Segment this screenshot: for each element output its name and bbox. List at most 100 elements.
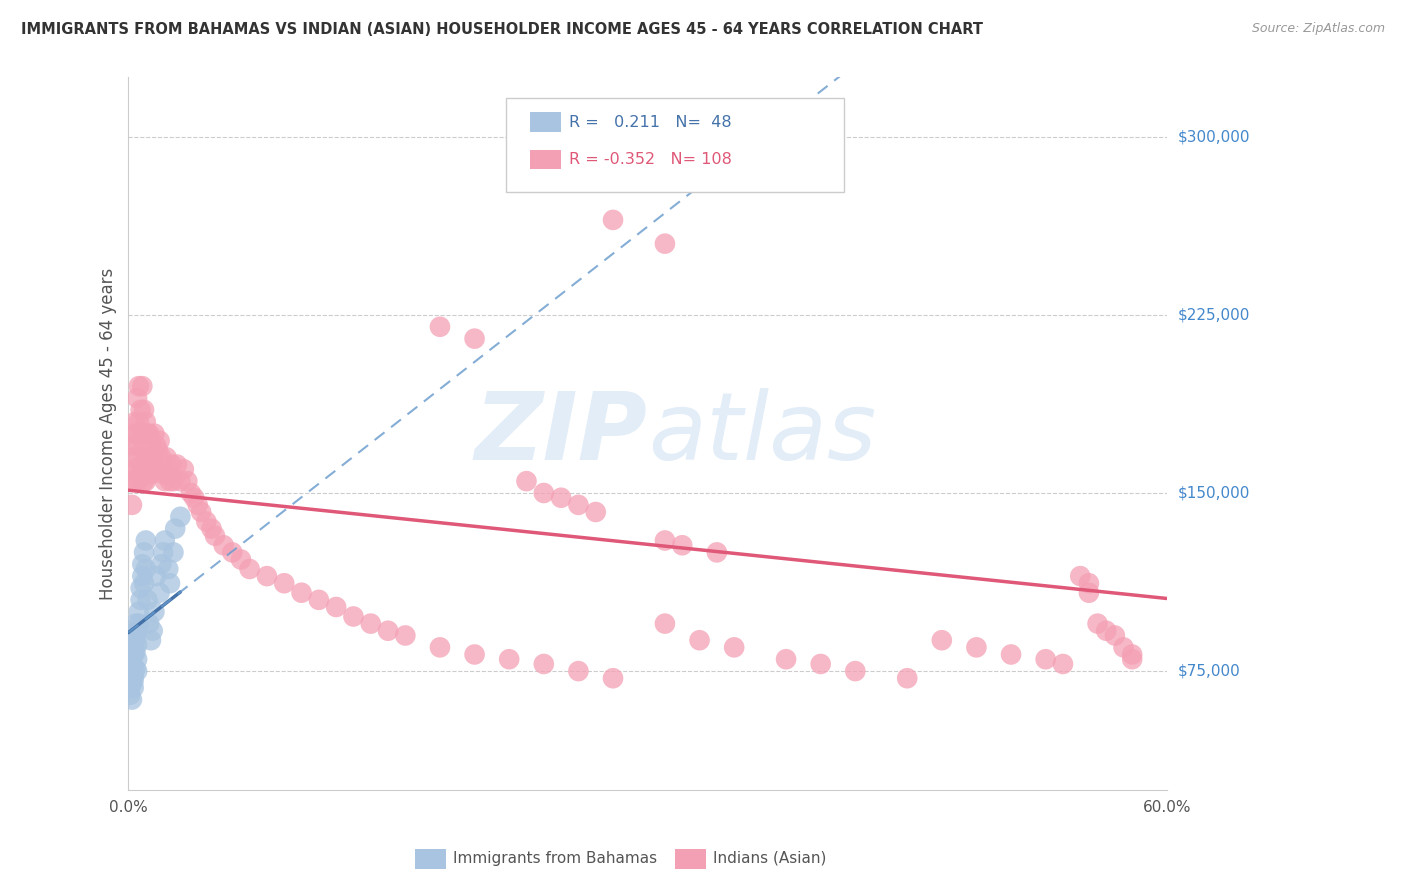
Point xyxy=(515,474,537,488)
Point xyxy=(204,529,226,543)
Point xyxy=(120,681,142,695)
Point xyxy=(121,692,143,706)
Point xyxy=(239,562,262,576)
Point xyxy=(129,581,152,595)
Point xyxy=(162,545,184,559)
Point xyxy=(896,671,918,685)
Point xyxy=(128,450,150,465)
Point xyxy=(132,576,155,591)
Point xyxy=(200,522,222,536)
Point xyxy=(1112,640,1135,655)
Point xyxy=(120,688,142,702)
Point xyxy=(149,434,172,448)
Point xyxy=(146,443,169,458)
Point xyxy=(132,545,155,559)
Point xyxy=(229,552,252,566)
Text: ZIP: ZIP xyxy=(475,388,648,480)
Text: R = -0.352   N= 108: R = -0.352 N= 108 xyxy=(569,153,733,167)
Point xyxy=(931,633,953,648)
Point xyxy=(159,474,181,488)
Point xyxy=(127,391,149,405)
Point xyxy=(157,562,180,576)
Point xyxy=(464,648,486,662)
Point xyxy=(723,640,745,655)
Point xyxy=(121,438,143,452)
Point xyxy=(122,669,145,683)
Point xyxy=(567,498,589,512)
Point xyxy=(121,652,143,666)
Point xyxy=(138,426,160,441)
Point xyxy=(132,474,155,488)
Point xyxy=(173,462,195,476)
Point xyxy=(429,319,451,334)
Point xyxy=(124,616,146,631)
Point xyxy=(142,624,165,638)
Point xyxy=(155,450,177,465)
Point xyxy=(212,538,235,552)
Point xyxy=(129,462,152,476)
Point xyxy=(706,545,728,559)
Text: Source: ZipAtlas.com: Source: ZipAtlas.com xyxy=(1251,22,1385,36)
Point xyxy=(654,533,676,548)
Point xyxy=(139,633,162,648)
Text: $75,000: $75,000 xyxy=(1178,664,1240,679)
Point xyxy=(120,474,142,488)
Point xyxy=(128,605,150,619)
Point xyxy=(160,458,183,472)
Point xyxy=(377,624,399,638)
Point xyxy=(121,676,143,690)
Point xyxy=(145,462,167,476)
Point xyxy=(1077,576,1099,591)
Point xyxy=(169,474,191,488)
Point xyxy=(498,652,520,666)
Point xyxy=(127,652,149,666)
Point xyxy=(152,545,174,559)
Point xyxy=(965,640,987,655)
Point xyxy=(129,426,152,441)
Point xyxy=(129,403,152,417)
Point xyxy=(136,450,159,465)
Point xyxy=(122,462,145,476)
Point xyxy=(157,467,180,481)
Point xyxy=(135,474,157,488)
Point xyxy=(1087,616,1109,631)
Point xyxy=(143,605,166,619)
Point xyxy=(149,586,172,600)
Point xyxy=(183,491,205,505)
Point xyxy=(135,533,157,548)
Point xyxy=(1052,657,1074,671)
Point xyxy=(1121,652,1143,666)
Point xyxy=(135,450,157,465)
Point xyxy=(180,486,202,500)
Point xyxy=(360,616,382,631)
Point xyxy=(342,609,364,624)
Point xyxy=(131,379,153,393)
Point xyxy=(810,657,832,671)
Point xyxy=(127,462,149,476)
Text: $225,000: $225,000 xyxy=(1178,308,1250,322)
Point xyxy=(159,576,181,591)
Point xyxy=(143,426,166,441)
Point xyxy=(122,659,145,673)
Point xyxy=(139,467,162,481)
Point xyxy=(671,538,693,552)
Point xyxy=(165,522,187,536)
Point xyxy=(128,415,150,429)
Point xyxy=(127,624,149,638)
Point xyxy=(138,616,160,631)
Point xyxy=(122,426,145,441)
Text: $300,000: $300,000 xyxy=(1178,129,1250,145)
Text: Indians (Asian): Indians (Asian) xyxy=(713,851,827,865)
Point xyxy=(145,569,167,583)
Point xyxy=(169,509,191,524)
Point xyxy=(152,467,174,481)
Point xyxy=(120,671,142,685)
Point xyxy=(121,498,143,512)
Point xyxy=(143,462,166,476)
Point xyxy=(129,592,152,607)
Point xyxy=(464,332,486,346)
Point xyxy=(1000,648,1022,662)
Point xyxy=(132,438,155,452)
Point xyxy=(122,640,145,655)
Point xyxy=(1121,648,1143,662)
